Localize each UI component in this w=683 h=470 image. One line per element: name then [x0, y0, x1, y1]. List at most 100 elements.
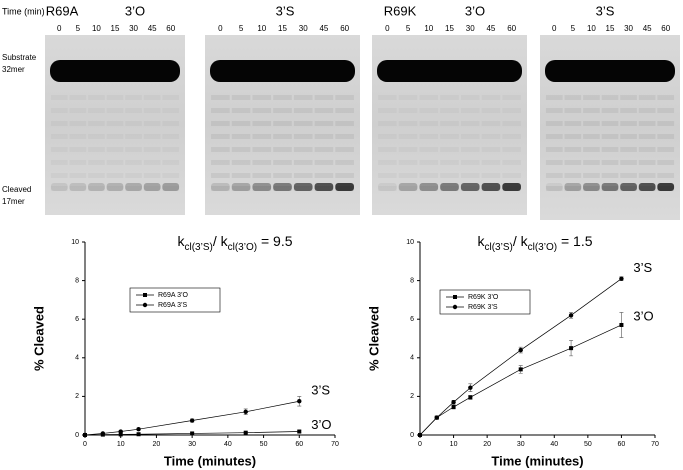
- ladder-band: [293, 108, 313, 113]
- y-tick-label: 2: [410, 393, 414, 400]
- ladder-band: [638, 108, 656, 113]
- ladder-band: [293, 121, 313, 126]
- ladder-band: [125, 108, 142, 113]
- ladder-band: [564, 108, 582, 113]
- marker: [451, 399, 456, 405]
- ladder-band: [399, 134, 418, 139]
- ladder-band: [583, 95, 600, 100]
- ladder-band: [144, 121, 161, 126]
- ladder-band: [125, 121, 142, 126]
- x-tick-label: 30: [188, 441, 196, 448]
- ladder-band: [545, 160, 563, 165]
- lane-label: 5: [239, 24, 244, 33]
- ladder-band: [461, 108, 480, 113]
- ladder-band: [601, 121, 619, 126]
- ladder-band: [335, 121, 354, 126]
- ladder-band: [162, 173, 179, 178]
- lane-label: 30: [466, 24, 475, 33]
- ladder-band: [399, 160, 418, 165]
- x-tick-label: 40: [550, 441, 558, 448]
- ladder-band: [461, 134, 480, 139]
- legend-label: R69A 3’O: [158, 292, 189, 299]
- row-label: Substrate: [2, 53, 37, 62]
- title-part: k: [478, 233, 486, 249]
- ladder-band: [314, 160, 334, 165]
- lane-label: 60: [340, 24, 349, 33]
- ladder-band: [601, 160, 619, 165]
- cleaved-band: [601, 183, 619, 191]
- ladder-band: [162, 134, 179, 139]
- ladder-band: [638, 95, 656, 100]
- cleaved-band: [88, 183, 105, 191]
- gel-condition: 3’S: [276, 3, 295, 18]
- ladder-band: [314, 95, 334, 100]
- ladder-band: [107, 173, 124, 178]
- series-end-label: 3’O: [311, 417, 331, 432]
- ladder-band: [545, 121, 563, 126]
- ladder-band: [482, 160, 501, 165]
- ladder-band: [211, 134, 230, 139]
- ladder-band: [564, 160, 582, 165]
- ladder-band: [583, 160, 600, 165]
- ladder-band: [419, 147, 438, 152]
- marker: [569, 346, 574, 351]
- ladder-band: [231, 121, 251, 126]
- cleaved-band: [69, 183, 87, 191]
- x-tick-label: 60: [295, 441, 303, 448]
- ladder-band: [461, 173, 480, 178]
- gel-condition: 3’O: [125, 3, 145, 18]
- marker: [118, 429, 123, 434]
- ladder-band: [583, 134, 600, 139]
- ladder-band: [252, 108, 272, 113]
- ladder-band: [293, 147, 313, 152]
- title-part: k: [178, 233, 186, 249]
- gel-mutant: R69K: [384, 3, 417, 18]
- ladder-band: [620, 95, 637, 100]
- legend-box: [129, 287, 221, 313]
- ladder-band: [70, 147, 87, 152]
- ladder-band: [482, 134, 501, 139]
- ladder-band: [564, 186, 582, 191]
- x-tick-label: 10: [117, 441, 125, 448]
- ladder-band: [620, 134, 637, 139]
- marker: [297, 429, 302, 434]
- lane-label: 60: [507, 24, 516, 33]
- ladder-band: [162, 147, 179, 152]
- ladder-band: [545, 95, 563, 100]
- lane-label: 30: [129, 24, 138, 33]
- ladder-band: [88, 108, 105, 113]
- ladder-band: [583, 173, 600, 178]
- ladder-band: [70, 134, 87, 139]
- ladder-band: [620, 147, 637, 152]
- lane-label: 15: [278, 24, 287, 33]
- lane-label: 10: [424, 24, 433, 33]
- ladder-band: [564, 95, 582, 100]
- ladder-band: [125, 160, 142, 165]
- lane-label: 10: [587, 24, 596, 33]
- ladder-band: [293, 134, 313, 139]
- ladder-band: [107, 108, 124, 113]
- lane-label: 0: [218, 24, 223, 33]
- row-label: 32mer: [2, 65, 25, 74]
- ladder-band: [335, 134, 354, 139]
- ladder-band: [293, 160, 313, 165]
- cleaved-band: [143, 183, 161, 191]
- cleaved-band: [106, 183, 124, 191]
- lane-label: 5: [571, 24, 576, 33]
- y-tick-label: 8: [75, 277, 79, 284]
- ladder-band: [70, 160, 87, 165]
- ladder-band: [638, 173, 656, 178]
- ladder-band: [231, 173, 251, 178]
- ladder-band: [657, 108, 675, 113]
- lane-label: 5: [76, 24, 81, 33]
- marker: [189, 418, 195, 423]
- y-tick-label: 6: [410, 316, 414, 323]
- ladder-band: [107, 95, 124, 100]
- y-tick-label: 2: [75, 393, 79, 400]
- lane-label: 5: [406, 24, 411, 33]
- ladder-band: [231, 108, 251, 113]
- ladder-band: [162, 160, 179, 165]
- ladder-band: [144, 95, 161, 100]
- x-tick-label: 70: [651, 441, 659, 448]
- cleaved-band: [125, 183, 142, 191]
